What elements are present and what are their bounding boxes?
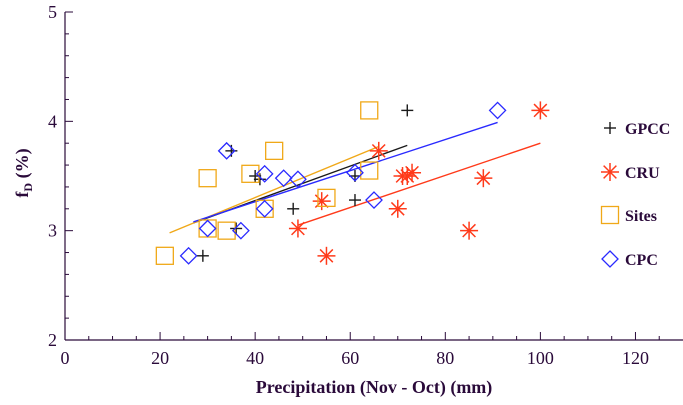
point-sites: [199, 220, 216, 237]
point-sites: [361, 102, 378, 119]
point-sites: [256, 200, 273, 217]
point-sites: [199, 170, 216, 187]
x-tick-label: 60: [341, 348, 359, 368]
y-tick-label: 4: [48, 111, 57, 131]
x-tick-label: 100: [527, 348, 554, 368]
point-cru: [289, 219, 307, 237]
legend-item-cpc: CPC: [602, 251, 658, 269]
y-tick-label: 2: [48, 330, 57, 350]
point-cru: [403, 164, 421, 182]
data-markers: [156, 101, 549, 264]
fit-line-cpc: [193, 122, 497, 221]
legend-label-cru: CRU: [625, 165, 660, 182]
point-cru: [531, 101, 549, 119]
point-gpcc: [197, 250, 209, 262]
point-gpcc: [230, 222, 242, 234]
x-tick-label: 0: [61, 348, 70, 368]
point-cru: [313, 192, 331, 210]
point-sites: [156, 247, 173, 264]
x-tick-label: 20: [151, 348, 169, 368]
point-gpcc: [225, 145, 237, 157]
fit-line-cru: [298, 143, 540, 225]
point-cpc: [200, 220, 216, 236]
legend-marker-cru: [601, 163, 619, 181]
legend-marker-gpcc: [604, 122, 616, 134]
y-tick-label: 3: [48, 221, 57, 241]
x-axis-title: Precipitation (Nov - Oct) (mm): [256, 377, 493, 398]
point-cru: [389, 200, 407, 218]
point-cru: [398, 167, 416, 185]
point-cpc: [181, 248, 197, 264]
legend-item-cru: CRU: [601, 163, 660, 182]
point-sites: [266, 142, 283, 159]
legend: GPCC CRU Sites CPC: [601, 121, 670, 269]
point-sites: [318, 189, 335, 206]
point-cru: [317, 247, 335, 265]
y-axis-title: fD (%): [12, 148, 35, 197]
point-gpcc: [287, 203, 299, 215]
point-cru: [474, 169, 492, 187]
point-cru: [370, 142, 388, 160]
legend-label-cpc: CPC: [625, 252, 658, 269]
legend-marker-sites: [602, 207, 619, 224]
point-cpc: [490, 102, 506, 118]
legend-label-sites: Sites: [625, 208, 657, 225]
point-gpcc: [401, 104, 413, 116]
x-tick-label: 40: [246, 348, 264, 368]
x-tick-label: 120: [622, 348, 649, 368]
legend-item-sites: Sites: [602, 207, 658, 226]
legend-label-gpcc: GPCC: [625, 121, 670, 138]
x-tick-label: 80: [436, 348, 454, 368]
point-cru: [460, 222, 478, 240]
y-axis: 2 3 4 5: [48, 2, 73, 350]
legend-item-gpcc: GPCC: [604, 121, 670, 138]
y-tick-label: 5: [48, 2, 57, 22]
x-axis: 0 20 40 60 80 100 120: [61, 332, 683, 368]
point-cpc: [257, 201, 273, 217]
legend-marker-cpc: [602, 251, 618, 267]
